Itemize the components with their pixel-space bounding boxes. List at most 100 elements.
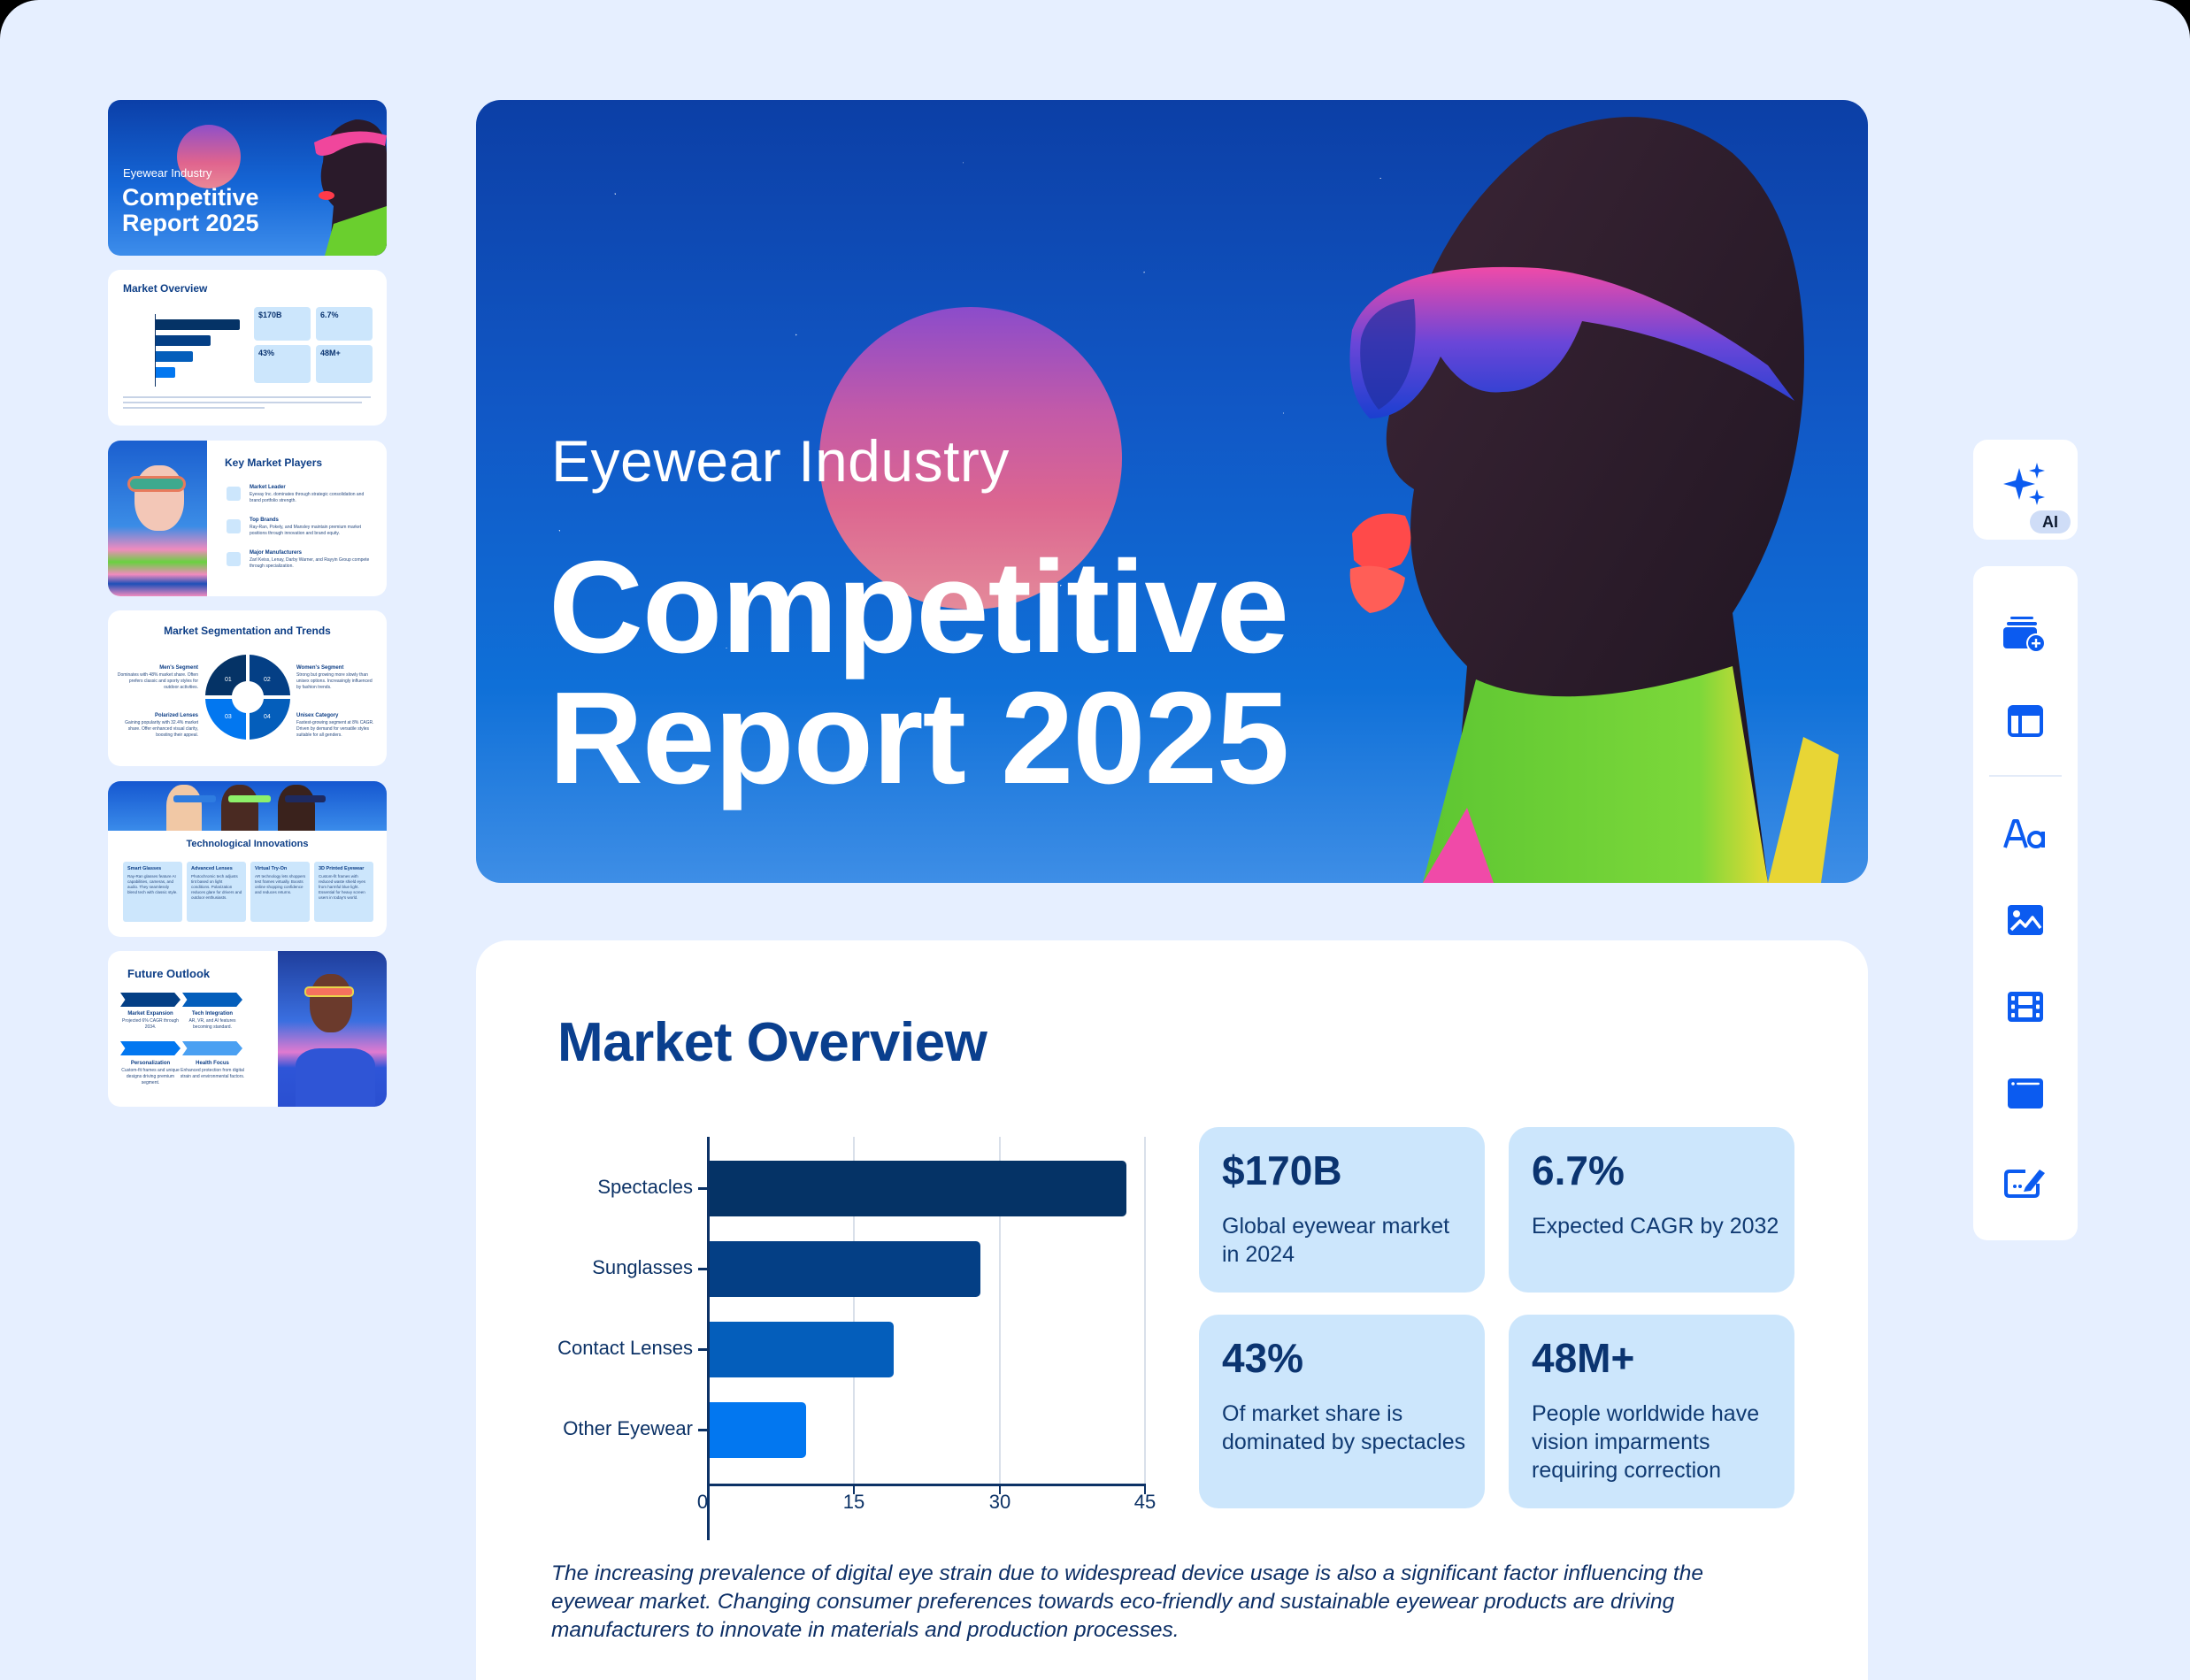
x-tick-label: 15 <box>842 1491 865 1513</box>
ai-badge: AI <box>2030 510 2071 533</box>
y-label: Other Eyewear <box>563 1417 693 1439</box>
mini-bar <box>156 367 175 378</box>
y-tick-mark <box>698 1187 708 1190</box>
ai-toolbar: AI <box>1973 440 2078 540</box>
film-icon <box>2008 992 2043 1022</box>
glasses-icon <box>227 519 241 533</box>
x-tick-label: 30 <box>988 1491 1011 1513</box>
thumb-subtitle: Eyewear Industry <box>123 166 212 180</box>
add-slide-icon <box>2003 617 2046 653</box>
hero-cover-slide[interactable]: Eyewear Industry Competitive Report 2025 <box>476 100 1868 883</box>
layout-button[interactable] <box>1999 694 2052 748</box>
y-label: Sunglasses <box>592 1256 693 1278</box>
insert-toolbar <box>1973 566 2078 1240</box>
arrow-step <box>120 993 181 1007</box>
mini-card: 3D Printed Eyewear Custom-fit frames wit… <box>314 862 373 922</box>
model-portrait-image <box>314 119 387 256</box>
y-tick-mark <box>698 1429 708 1431</box>
svg-text:02: 02 <box>264 677 271 683</box>
video-button[interactable] <box>1999 980 2052 1033</box>
summary-paragraph: The increasing prevalence of digital eye… <box>551 1561 1703 1642</box>
factory-icon <box>227 552 241 566</box>
hero-subtitle: Eyewear Industry <box>551 428 1010 494</box>
slide-thumb-3[interactable]: Key Market Players Market Leader Eyevay … <box>108 441 387 596</box>
arrow-step <box>182 1041 242 1055</box>
mini-bar <box>156 351 193 362</box>
layout-icon <box>2008 705 2043 737</box>
gridline <box>853 1137 855 1487</box>
hero-title: Competitive Report 2025 <box>549 534 1289 811</box>
mini-card: Smart Glasses Ray-Ran glasses feature AI… <box>123 862 182 922</box>
mini-card: Advanced Lenses Photochromic tech adjust… <box>187 862 246 922</box>
stat-card-market-size: $170B Global eyewear market in 2024 <box>1199 1127 1485 1293</box>
stat-value: 48M+ <box>1532 1335 1635 1381</box>
model-portrait-image <box>108 441 207 596</box>
donut-diagram: 01 02 03 04 <box>205 655 290 740</box>
svg-text:04: 04 <box>264 714 271 720</box>
edit-button[interactable] <box>1999 1154 2052 1207</box>
x-tick-label: 0 <box>696 1491 709 1513</box>
mini-bar <box>156 335 211 346</box>
edit-pencil-icon <box>2004 1170 2045 1198</box>
svg-text:03: 03 <box>225 714 232 720</box>
section-title: Market Overview <box>557 1012 987 1073</box>
text-aa-icon <box>2003 819 2045 848</box>
ai-assistant-button[interactable] <box>2000 459 2053 512</box>
text-button[interactable] <box>1999 807 2052 860</box>
sun-graphic <box>819 307 1122 610</box>
stat-value: 43% <box>1222 1335 1304 1381</box>
slide-thumb-2[interactable]: Market Overview $170B 6.7% 43% 48M+ <box>108 270 387 426</box>
bar-chart: Spectacles Sunglasses Contact Lenses Oth… <box>476 940 1184 1560</box>
mini-paragraph-line <box>123 407 265 409</box>
image-button[interactable] <box>1999 894 2052 947</box>
thumb-title: Market Overview <box>123 282 208 295</box>
model-portrait-image <box>1349 117 1839 883</box>
stat-description: People worldwide have vision imparments … <box>1532 1401 1760 1483</box>
y-tick-mark <box>698 1348 708 1351</box>
slide-thumb-5[interactable]: Technological Innovations Smart Glasses … <box>108 781 387 937</box>
banner-button[interactable] <box>1999 1067 2052 1120</box>
arrow-step <box>182 993 242 1007</box>
stat-card-market-share: 43% Of market share is dominated by spec… <box>1199 1315 1485 1508</box>
mini-paragraph-line <box>123 402 362 403</box>
bar-spectacles <box>710 1161 1126 1216</box>
thumb-title: Market Segmentation and Trends <box>164 625 331 637</box>
stat-value: 6.7% <box>1532 1147 1625 1193</box>
y-label: Spectacles <box>597 1176 693 1198</box>
stat-value: $170B <box>1222 1147 1342 1193</box>
mini-paragraph-line <box>123 396 371 398</box>
add-slide-button[interactable] <box>1999 609 2052 662</box>
slide-thumb-6[interactable]: Future Outlook Market Expansion Projecte… <box>108 951 387 1107</box>
bar-other-eyewear <box>710 1402 806 1458</box>
svg-text:01: 01 <box>225 677 232 683</box>
stat-card-vision-impairments: 48M+ People worldwide have vision imparm… <box>1509 1315 1794 1508</box>
image-icon <box>2008 905 2043 935</box>
sparkles-icon <box>2003 463 2045 505</box>
y-axis <box>707 1137 710 1540</box>
gridline <box>1144 1137 1146 1487</box>
mini-card: Virtual Try-On AR technology lets shoppe… <box>250 862 310 922</box>
model-portrait-image <box>278 951 387 1107</box>
x-tick-label: 45 <box>1133 1491 1156 1513</box>
slide-thumb-1[interactable]: Eyewear Industry Competitive Report 2025 <box>108 100 387 256</box>
hero-title-line-1: Competitive <box>549 534 1289 680</box>
x-tick-mark <box>708 1484 710 1494</box>
x-axis <box>707 1484 1146 1486</box>
x-tick-mark <box>1144 1484 1146 1494</box>
y-tick-mark <box>698 1268 708 1270</box>
y-label: Contact Lenses <box>557 1337 693 1359</box>
slide-thumb-4[interactable]: Market Segmentation and Trends 01 02 03 … <box>108 610 387 766</box>
thumb-title: Competitive Report 2025 <box>122 184 259 236</box>
mini-stat: $170B <box>254 307 311 341</box>
stat-description: Expected CAGR by 2032 <box>1532 1214 1779 1239</box>
sun-graphic <box>177 125 241 188</box>
hero-title-line-2: Report 2025 <box>549 665 1289 811</box>
toolbar-divider <box>1989 775 2062 777</box>
bar-contact-lenses <box>710 1322 894 1377</box>
market-overview-slide[interactable]: Market Overview Spectacles Sunglasses Co… <box>476 940 1868 1680</box>
stat-description: Global eyewear market in 2024 <box>1222 1214 1450 1267</box>
thumb-title: Key Market Players <box>225 456 323 469</box>
gridline <box>999 1137 1001 1487</box>
mini-stat: 43% <box>254 345 311 383</box>
